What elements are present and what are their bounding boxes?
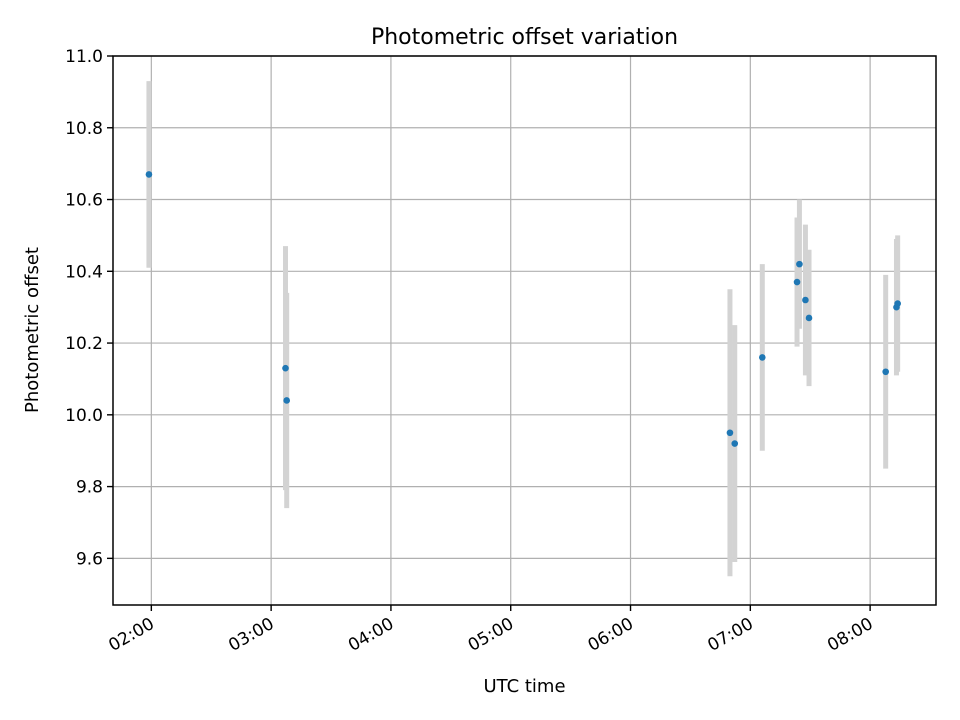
data-point (731, 440, 739, 447)
y-tick-label: 10.0 (65, 406, 103, 426)
y-tick-label: 9.6 (76, 549, 103, 569)
y-tick-label: 10.6 (65, 191, 103, 211)
data-point (805, 314, 813, 322)
data-point (282, 364, 289, 372)
data-point (145, 171, 153, 178)
data-point (796, 260, 803, 268)
data-point (894, 300, 901, 307)
data-point (802, 296, 809, 304)
data-point (726, 429, 734, 437)
plot-frame (112, 55, 937, 606)
x-axis-label: UTC time (483, 676, 565, 697)
chart-title: Photometric offset variation (371, 25, 678, 50)
data-point (283, 397, 291, 404)
y-tick-label: 10.8 (65, 119, 103, 139)
y-tick-label: 9.8 (76, 478, 103, 498)
plot-area (113, 56, 936, 605)
y-tick-label: 11.0 (65, 47, 103, 67)
y-tick-label: 10.2 (65, 334, 103, 354)
y-tick-label: 10.4 (65, 262, 103, 282)
y-axis: 9.6 9.8 10.0 10.2 10.4 10.6 10.8 11.0 (65, 47, 113, 569)
data-point (882, 368, 889, 376)
data-point (758, 354, 766, 361)
data-point (793, 278, 801, 286)
y-axis-label: Photometric offset (22, 247, 43, 413)
data-points (145, 171, 901, 447)
